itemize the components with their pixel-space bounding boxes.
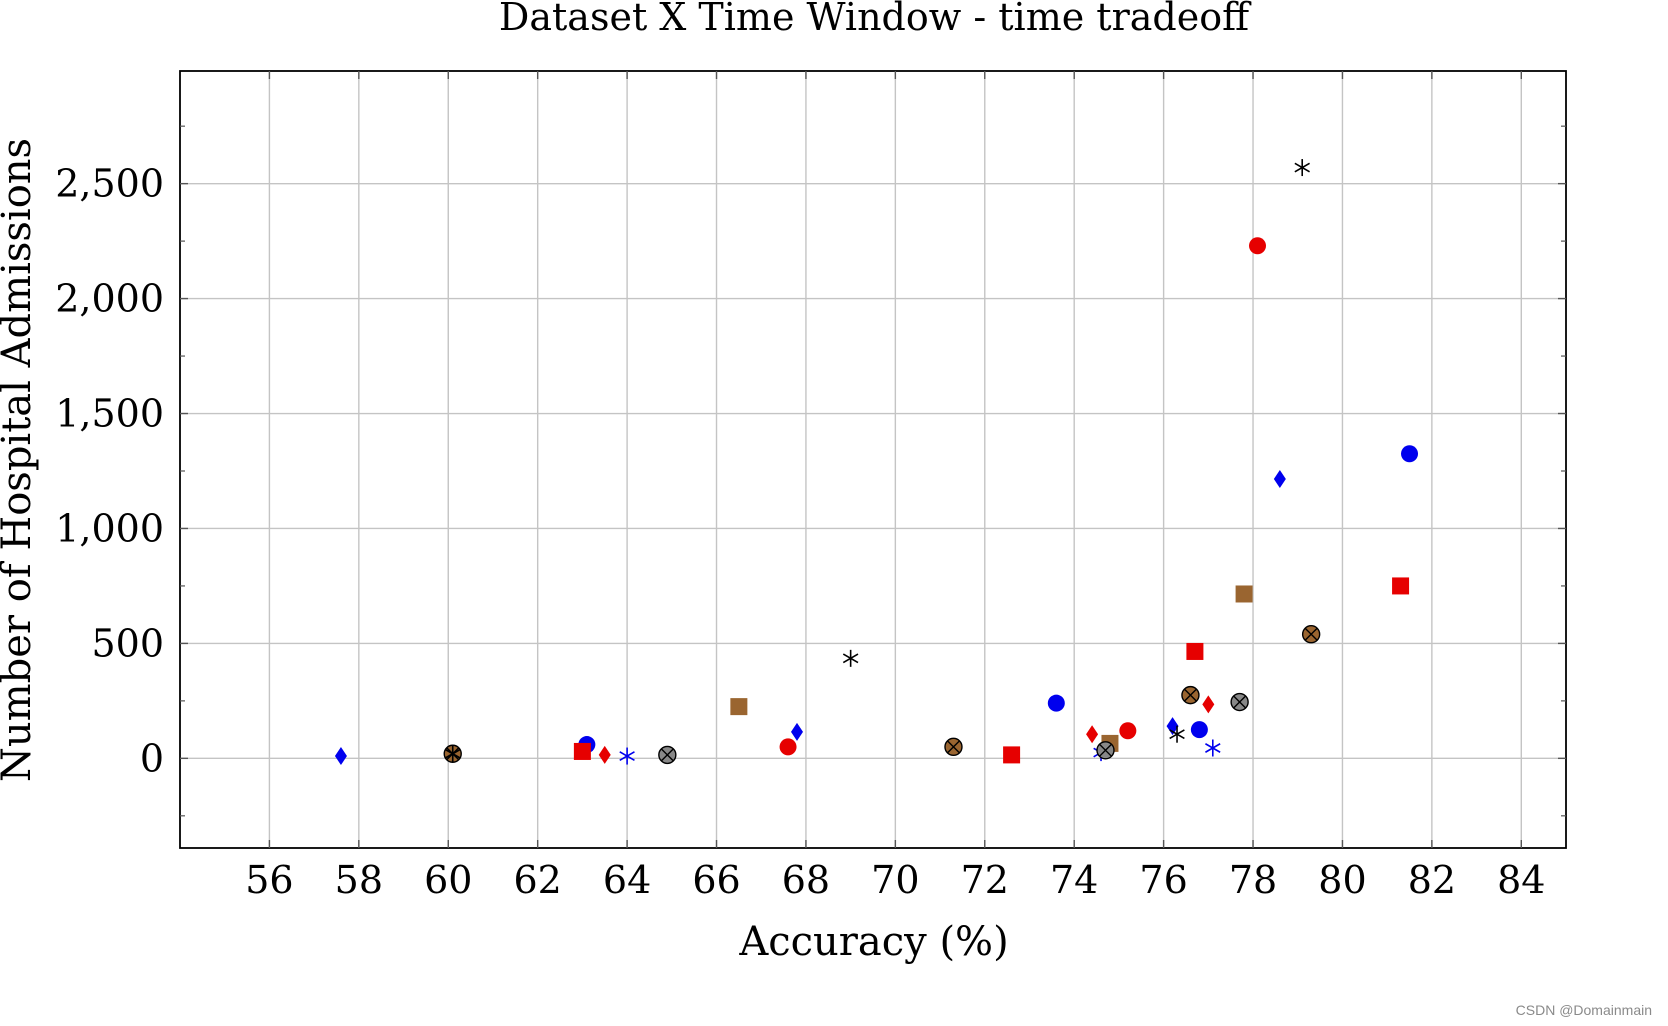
data-point <box>944 737 963 757</box>
point-marker <box>1235 585 1253 603</box>
point-marker <box>660 748 674 762</box>
point-marker <box>1086 725 1099 744</box>
data-markers <box>334 159 1419 766</box>
tick-labels: 56 58 60 62 64 66 68 70 72 74 76 78 80 82 84 0 500 1,000 1… <box>55 162 1545 902</box>
data-point <box>730 698 748 716</box>
data-point <box>1273 470 1286 489</box>
point-marker <box>1003 746 1021 764</box>
x-tick-label: 56 <box>245 858 293 902</box>
data-point <box>779 738 797 756</box>
point-marker <box>779 738 797 756</box>
point-marker <box>619 751 635 761</box>
data-point <box>1181 685 1200 705</box>
y-tick-label: 1,500 <box>55 392 164 436</box>
data-point <box>444 745 461 763</box>
point-marker <box>1183 688 1197 702</box>
point-marker <box>1273 470 1286 489</box>
point-marker <box>790 722 803 741</box>
data-point <box>1249 237 1267 255</box>
data-point <box>1230 692 1249 712</box>
data-point <box>1086 725 1099 744</box>
x-tick-label: 84 <box>1497 858 1545 902</box>
data-point <box>1003 746 1021 764</box>
data-point <box>790 722 803 741</box>
point-marker <box>444 748 461 759</box>
point-marker <box>1169 729 1185 740</box>
data-point <box>1202 695 1215 714</box>
point-marker <box>1205 743 1221 753</box>
x-tick-label: 72 <box>961 858 1009 902</box>
data-point <box>573 742 591 760</box>
y-axis-label: Number of Hospital Admissions <box>0 138 40 782</box>
data-point <box>1392 577 1410 595</box>
data-point <box>1047 694 1065 712</box>
axis-ticks <box>180 71 1566 848</box>
grid <box>180 71 1566 848</box>
point-marker <box>1047 694 1065 712</box>
point-marker <box>730 698 748 716</box>
data-point <box>334 747 347 766</box>
point-marker <box>1202 695 1215 714</box>
x-tick-label: 64 <box>603 858 651 902</box>
plot-frame <box>179 70 1567 849</box>
point-marker <box>334 747 347 766</box>
data-point <box>1190 721 1208 739</box>
chart-title: Dataset X Time Window - time tradeoff <box>499 0 1252 39</box>
y-tick-label: 2,500 <box>55 162 164 206</box>
point-marker <box>1249 237 1267 255</box>
point-marker <box>946 740 960 754</box>
y-tick-label: 0 <box>140 736 164 780</box>
x-tick-label: 58 <box>335 858 383 902</box>
data-point <box>1119 722 1137 740</box>
x-tick-label: 70 <box>871 858 919 902</box>
data-point <box>1096 741 1115 760</box>
data-point <box>619 747 635 765</box>
x-tick-label: 80 <box>1318 858 1366 902</box>
data-point <box>1401 445 1419 463</box>
x-axis-label: Accuracy (%) <box>738 919 1008 965</box>
data-point <box>1186 642 1204 660</box>
data-point <box>1169 725 1185 743</box>
x-tick-label: 68 <box>782 858 830 902</box>
point-marker <box>1233 695 1247 709</box>
point-marker <box>842 653 859 664</box>
point-marker <box>1186 642 1204 660</box>
y-tick-label: 1,000 <box>55 506 164 550</box>
data-point <box>598 745 611 764</box>
data-point <box>658 745 677 765</box>
data-point <box>1235 585 1253 603</box>
y-tick-label: 500 <box>91 621 164 665</box>
point-marker <box>573 742 591 760</box>
point-marker <box>1304 627 1318 641</box>
x-tick-label: 76 <box>1139 858 1187 902</box>
point-marker <box>1401 445 1419 463</box>
point-marker <box>1190 721 1208 739</box>
point-marker <box>1392 577 1410 595</box>
data-point <box>1205 739 1221 757</box>
watermark: CSDN @Domainmain <box>1515 1002 1652 1018</box>
point-marker <box>598 745 611 764</box>
data-point <box>842 649 859 667</box>
x-tick-label: 78 <box>1229 858 1277 902</box>
data-point <box>1294 159 1310 177</box>
y-tick-label: 2,000 <box>55 277 164 321</box>
x-tick-label: 66 <box>692 858 740 902</box>
x-tick-label: 74 <box>1050 858 1098 902</box>
x-tick-label: 82 <box>1408 858 1456 902</box>
point-marker <box>1098 743 1112 757</box>
x-tick-label: 60 <box>424 858 472 902</box>
x-tick-label: 62 <box>513 858 561 902</box>
point-marker <box>1119 722 1137 740</box>
point-marker <box>1294 162 1310 173</box>
data-point <box>1301 625 1321 644</box>
